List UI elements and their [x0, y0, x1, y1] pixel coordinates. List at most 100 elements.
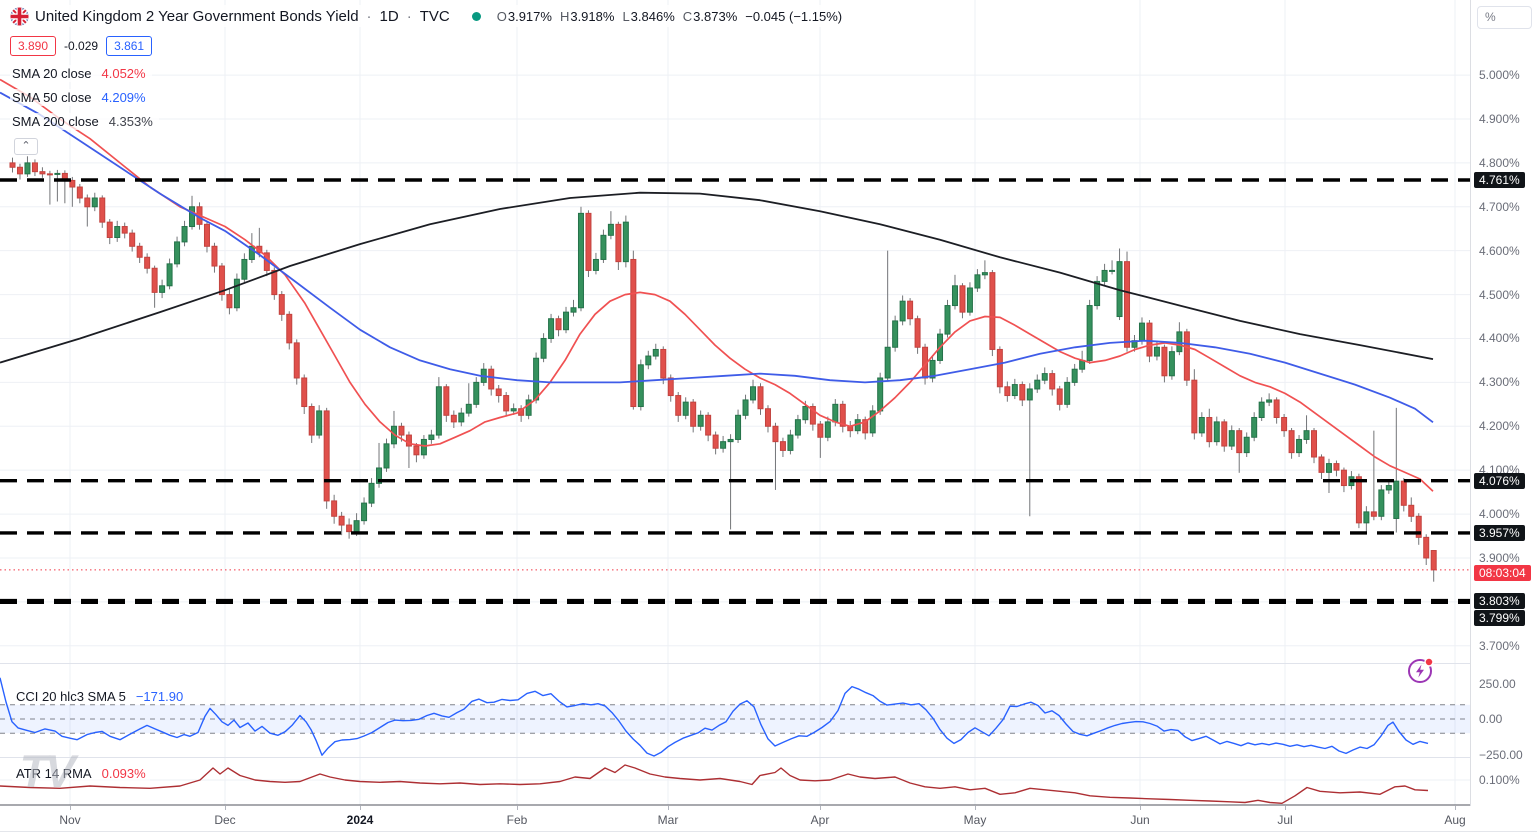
- price-axis-label: 5.000%: [1479, 68, 1520, 83]
- time-axis[interactable]: Nov Dec 2024 Feb Mar Apr May Jun Jul Aug: [0, 806, 1537, 832]
- high-value: 3.918%: [570, 8, 615, 24]
- legend-collapse-button[interactable]: ⌃: [14, 138, 38, 155]
- candle: [84, 197, 91, 208]
- candle: [540, 337, 547, 359]
- separator: ·: [406, 7, 412, 25]
- candle: [1109, 269, 1116, 272]
- candle: [892, 320, 899, 348]
- candle: [383, 443, 390, 469]
- candle: [652, 348, 659, 357]
- legend-sma20[interactable]: SMA 20 close 4.052%: [10, 65, 152, 82]
- time-axis-label: 2024: [346, 813, 374, 827]
- candle: [1213, 421, 1220, 443]
- open-value: 3.917%: [507, 8, 552, 24]
- candle: [1191, 379, 1198, 434]
- candle: [1400, 480, 1407, 506]
- candle: [877, 377, 884, 412]
- legend-sma200[interactable]: SMA 200 close 4.353%: [10, 113, 159, 130]
- candle: [91, 197, 98, 208]
- price-axis-unit-button[interactable]: %: [1477, 6, 1532, 29]
- time-axis-label: Aug: [1444, 813, 1466, 827]
- candle: [944, 305, 951, 335]
- candle: [525, 399, 532, 416]
- candle: [1168, 351, 1175, 377]
- candle: [817, 423, 824, 438]
- chart-canvas[interactable]: [0, 0, 1470, 806]
- candle: [809, 406, 816, 425]
- level-badge: 4.761%: [1474, 172, 1525, 188]
- candle: [346, 524, 353, 533]
- candle: [712, 434, 719, 449]
- candle: [615, 223, 622, 263]
- candle: [24, 162, 31, 175]
- price-axis-label: 4.600%: [1479, 243, 1520, 258]
- time-axis-label: Jun: [1130, 813, 1150, 827]
- legend-sma50[interactable]: SMA 50 close 4.209%: [10, 89, 152, 106]
- candle: [802, 406, 809, 421]
- candle: [428, 434, 435, 440]
- candle: [929, 359, 936, 379]
- candle: [757, 386, 764, 410]
- candle: [1363, 511, 1370, 524]
- candle: [1333, 463, 1340, 471]
- candle: [1138, 322, 1145, 342]
- candle: [233, 278, 240, 309]
- candle: [1161, 346, 1168, 377]
- symbol-title[interactable]: United Kingdom 2 Year Government Bonds Y…: [35, 7, 359, 25]
- candle: [1124, 261, 1131, 348]
- candle: [166, 263, 173, 287]
- candle: [144, 256, 151, 269]
- candle: [99, 197, 106, 223]
- candle: [39, 171, 46, 175]
- price-axis[interactable]: % 5.000% 4.900% 4.800% 4.700% 4.600% 4.500% 4.…: [1470, 0, 1537, 806]
- candle: [996, 348, 1003, 388]
- ask-price[interactable]: 3.861: [106, 36, 153, 56]
- candle: [203, 223, 210, 247]
- separator: ·: [366, 7, 372, 25]
- bid-price[interactable]: 3.890: [10, 36, 57, 56]
- price-axis-label: 4.200%: [1479, 419, 1520, 434]
- overlay-line: [0, 191, 1434, 364]
- candle: [1415, 515, 1422, 538]
- level-badge: 4.076%: [1474, 472, 1525, 489]
- candle: [510, 408, 517, 412]
- price-axis-label: 4.000%: [1479, 507, 1520, 522]
- legend-atr[interactable]: ATR 14 RMA 0.093%: [12, 766, 150, 781]
- candle: [316, 410, 323, 436]
- overlay-line: [0, 91, 1434, 424]
- candle: [420, 438, 427, 456]
- candle: [1251, 416, 1258, 438]
- price-axis-label: 4.800%: [1479, 155, 1520, 170]
- time-axis-label: Feb: [506, 813, 528, 827]
- indicator-label: SMA 50 close: [12, 90, 92, 105]
- legend-cci[interactable]: CCI 20 hlc3 SMA 5 −171.90: [12, 689, 188, 704]
- interval-label[interactable]: 1D: [379, 7, 399, 25]
- candle: [1183, 331, 1190, 381]
- time-axis-label: Dec: [214, 813, 236, 827]
- price-axis-label: 4.400%: [1479, 331, 1520, 346]
- candle: [1176, 331, 1183, 353]
- candle: [563, 311, 570, 331]
- candle: [54, 172, 61, 175]
- atr-axis-label: 0.100%: [1479, 773, 1520, 787]
- candle: [682, 401, 689, 416]
- candle: [794, 419, 801, 436]
- candle: [570, 307, 577, 313]
- market-status-dot: [471, 11, 481, 21]
- candle: [1026, 388, 1033, 401]
- candle: [1086, 305, 1093, 361]
- candle: [705, 414, 712, 436]
- candle: [1258, 401, 1265, 418]
- candle: [405, 434, 412, 447]
- candle: [114, 226, 121, 239]
- candle: [1071, 368, 1078, 383]
- candle: [495, 388, 502, 397]
- exchange-label[interactable]: TVC: [419, 7, 450, 25]
- candle: [548, 318, 555, 339]
- candle: [637, 364, 644, 408]
- candle: [1034, 379, 1041, 390]
- flash-icon[interactable]: [1404, 654, 1436, 686]
- candle: [1385, 485, 1392, 491]
- time-axis-tick: [1140, 806, 1141, 810]
- candle: [1019, 384, 1026, 401]
